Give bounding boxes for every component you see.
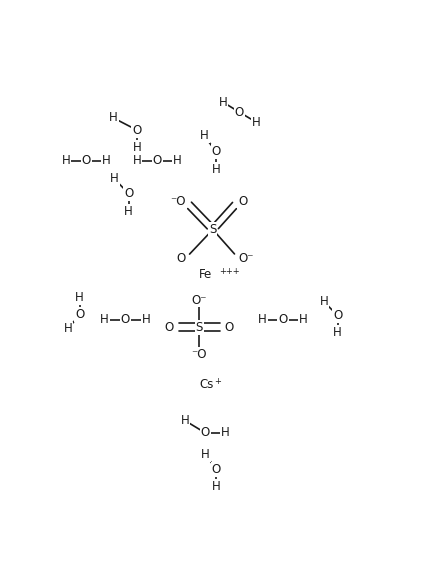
Text: O: O [124, 187, 133, 200]
Text: H: H [62, 154, 70, 167]
Text: O: O [82, 154, 91, 167]
Text: +++: +++ [218, 267, 239, 276]
Text: Cs: Cs [199, 378, 213, 391]
Text: H: H [110, 173, 118, 185]
Text: S: S [195, 321, 203, 333]
Text: H: H [200, 130, 208, 143]
Text: H: H [100, 313, 108, 326]
Text: O: O [120, 313, 129, 326]
Text: H: H [141, 313, 150, 326]
Text: ⁻O: ⁻O [170, 195, 185, 208]
Text: H: H [63, 322, 72, 336]
Text: H: H [109, 112, 118, 124]
Text: H: H [173, 154, 181, 167]
Text: O⁻: O⁻ [191, 294, 207, 306]
Text: H: H [211, 163, 220, 176]
Text: H: H [132, 154, 141, 167]
Text: H: H [211, 480, 220, 492]
Text: O: O [164, 321, 174, 333]
Text: H: H [75, 291, 84, 304]
Text: H: H [332, 326, 341, 339]
Text: O: O [75, 308, 84, 321]
Text: O: O [201, 426, 210, 440]
Text: O: O [224, 321, 233, 333]
Text: H: H [258, 313, 266, 326]
Text: H: H [319, 295, 328, 308]
Text: O: O [237, 195, 247, 208]
Text: H: H [181, 414, 189, 427]
Text: O: O [211, 463, 220, 475]
Text: H: H [124, 205, 133, 218]
Text: O: O [211, 146, 220, 158]
Text: H: H [102, 154, 111, 167]
Text: O⁻: O⁻ [237, 251, 253, 265]
Text: O: O [332, 309, 342, 322]
Text: O: O [132, 124, 141, 137]
Text: O: O [278, 313, 287, 326]
Text: H: H [252, 116, 260, 129]
Text: H: H [201, 448, 209, 461]
Text: S: S [209, 223, 216, 236]
Text: H: H [218, 96, 227, 109]
Text: H: H [298, 313, 307, 326]
Text: O: O [152, 154, 161, 167]
Text: O: O [176, 251, 185, 265]
Text: Fe: Fe [199, 268, 212, 281]
Text: H: H [132, 141, 141, 154]
Text: ⁻O: ⁻O [191, 348, 207, 361]
Text: +: + [214, 377, 221, 386]
Text: O: O [234, 106, 243, 119]
Text: H: H [221, 426, 230, 440]
